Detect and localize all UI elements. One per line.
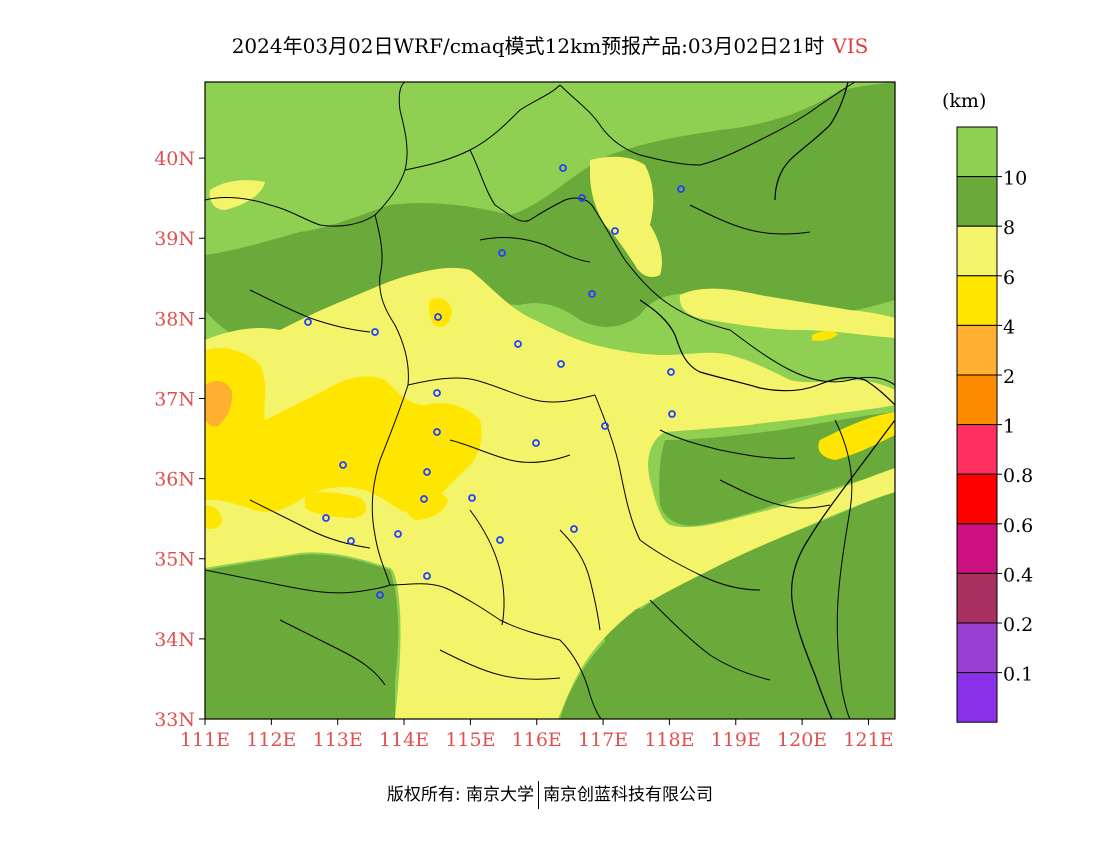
city-marker: [304, 318, 312, 326]
lat-tick-label: 38N: [154, 308, 195, 330]
legend-swatch: [956, 622, 998, 674]
latitude-axis: 33N 34N 35N 36N 37N 38N 39N 40N: [154, 148, 205, 731]
longitude-axis: 111E 112E 113E 114E 115E 116E 117E 118E 119E 120E…: [180, 719, 894, 751]
lat-tick-label: 33N: [154, 709, 195, 731]
legend-label: 1: [1003, 416, 1015, 438]
city-marker: [578, 194, 586, 202]
legend-unit: (km): [942, 90, 987, 112]
lon-tick-label: 115E: [445, 729, 495, 751]
city-marker: [496, 536, 504, 544]
city-marker: [532, 439, 540, 447]
lon-tick-label: 112E: [246, 729, 296, 751]
legend-colorbar: 10 8 6 4 2 1 0.8 0.6 0.4 0.2 0.1: [956, 126, 1033, 723]
lat-tick-label: 35N: [154, 549, 195, 571]
variable-name: VIS: [832, 34, 869, 58]
city-marker: [371, 328, 379, 336]
city-marker: [611, 227, 619, 235]
map-title: 2024年03月02日WRF/cmaq模式12km预报产品:03月02日21时 V…: [0, 30, 1100, 59]
legend-label: 0.1: [1003, 664, 1033, 686]
legend-label: 10: [1003, 168, 1027, 190]
city-marker: [339, 461, 347, 469]
legend-label: 6: [1003, 267, 1015, 289]
band-2-4: [205, 380, 233, 427]
city-marker: [376, 591, 384, 599]
legend-swatch: [956, 572, 998, 624]
map-plot-area: [205, 82, 895, 719]
lon-tick-label: 121E: [843, 729, 893, 751]
legend-label: 4: [1003, 316, 1015, 338]
city-marker: [498, 249, 506, 257]
legend-swatch: [956, 176, 998, 227]
legend-label: 8: [1003, 217, 1015, 239]
legend-label: 0.8: [1003, 465, 1033, 487]
lon-tick-label: 113E: [313, 729, 363, 751]
lon-tick-label: 119E: [711, 729, 761, 751]
city-markers: [304, 164, 685, 599]
copyright-footer: 版权所有: 南京大学 南京创蓝科技有限公司: [0, 780, 1100, 809]
lat-tick-label: 40N: [154, 148, 195, 170]
footer-right: 南京创蓝科技有限公司: [543, 785, 714, 805]
city-marker: [423, 468, 431, 476]
city-marker: [423, 572, 431, 580]
city-marker: [394, 530, 402, 538]
legend-label: 0.6: [1003, 515, 1033, 537]
city-marker: [322, 514, 330, 522]
city-marker: [433, 389, 441, 397]
footer-separator: [538, 781, 540, 809]
legend-swatch: [956, 225, 998, 277]
lat-tick-label: 34N: [154, 629, 195, 651]
lon-tick-label: 117E: [578, 729, 628, 751]
lat-tick-label: 39N: [154, 228, 195, 250]
legend-label: 0.4: [1003, 564, 1033, 586]
city-marker: [559, 164, 567, 172]
province-boundaries: [205, 82, 895, 719]
legend-label: 0.2: [1003, 614, 1033, 636]
legend-swatch: [956, 473, 998, 525]
band-4-6: [205, 298, 895, 530]
legend-swatch: [956, 424, 998, 475]
city-marker: [668, 410, 676, 418]
city-marker: [420, 495, 428, 503]
lon-tick-label: 116E: [512, 729, 562, 751]
city-marker: [557, 360, 565, 368]
legend-swatch: [956, 374, 998, 426]
legend-swatch: [956, 672, 998, 723]
legend-swatch: [956, 126, 998, 178]
city-marker: [468, 494, 476, 502]
city-marker: [601, 422, 609, 430]
lat-tick-label: 36N: [154, 469, 195, 491]
lon-tick-label: 118E: [644, 729, 694, 751]
city-marker: [667, 368, 675, 376]
city-marker: [677, 185, 685, 193]
map-frame: [204, 81, 896, 720]
city-marker: [514, 340, 522, 348]
city-marker: [570, 525, 578, 533]
legend-swatch: [956, 324, 998, 376]
coastline: [639, 82, 895, 719]
footer-left: 版权所有: 南京大学: [386, 785, 535, 805]
title-text: 2024年03月02日WRF/cmaq模式12km预报产品:03月02日21时: [231, 34, 825, 58]
legend-label: 2: [1003, 366, 1015, 388]
city-marker: [347, 537, 355, 545]
lon-tick-label: 114E: [379, 729, 429, 751]
city-marker: [434, 313, 442, 321]
lon-tick-label: 120E: [777, 729, 827, 751]
lon-tick-label: 111E: [180, 729, 230, 751]
legend-swatch: [956, 523, 998, 574]
city-marker: [433, 428, 441, 436]
city-marker: [588, 290, 596, 298]
lat-tick-label: 37N: [154, 388, 195, 410]
legend-swatch: [956, 275, 998, 326]
